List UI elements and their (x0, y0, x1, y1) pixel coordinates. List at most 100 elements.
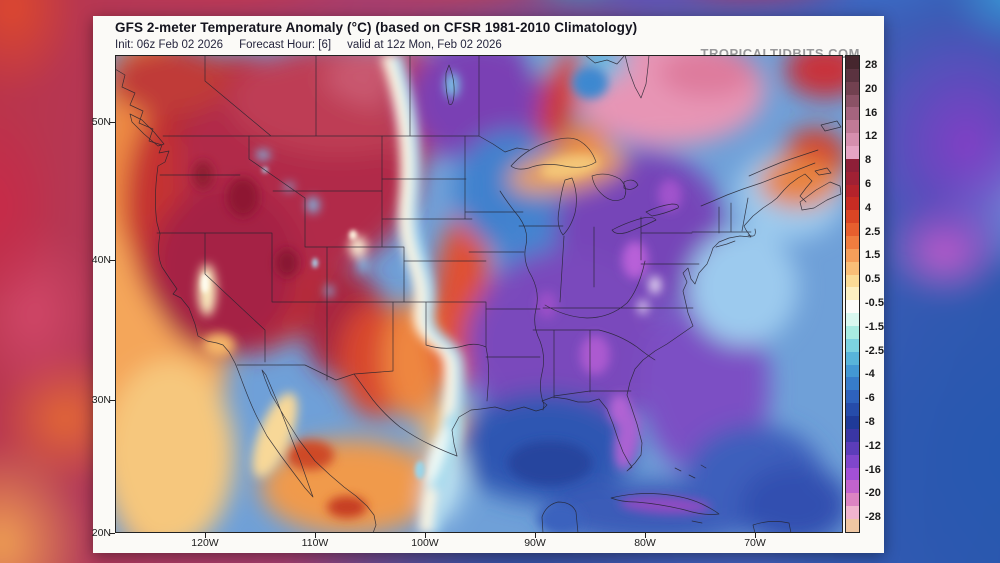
colorbar-segment (846, 480, 859, 494)
colorbar-tick--16: -16 (865, 463, 881, 476)
valid-time: valid at 12z Mon, Feb 02 2026 (347, 39, 502, 51)
colorbar-segment (846, 158, 859, 172)
great-lakes (510, 137, 679, 236)
colorbar-tick-4: 4 (865, 201, 872, 214)
map-frame (115, 55, 843, 533)
colorbar-segment (846, 197, 859, 211)
james-bay (584, 55, 650, 99)
colorbar-segment (846, 94, 859, 108)
lon-label-100W: 100W (411, 537, 439, 549)
colorbar-tick--8: -8 (865, 416, 875, 428)
colorbar-segment (846, 506, 859, 519)
lat-label-30N: 30N (91, 394, 111, 406)
colorbar-segment (846, 326, 859, 339)
colorbar-tick-8: 8 (865, 154, 872, 167)
colorbar-tick--12: -12 (865, 439, 881, 452)
colorbar-segment (846, 171, 859, 185)
colorbar-segment (846, 454, 859, 468)
colorbar-segment (846, 120, 859, 134)
colorbar-segment (846, 81, 859, 95)
colorbar-tick-1.5: 1.5 (865, 249, 881, 262)
anomaly-field-detail (193, 55, 711, 533)
colorbar-segment (846, 223, 859, 237)
colorbar-segment (846, 184, 859, 198)
colorbar-tick-20: 20 (865, 82, 878, 95)
colorbar-segment (846, 261, 859, 275)
colorbar-segment (846, 403, 859, 417)
colorbar-tick-12: 12 (865, 130, 878, 143)
colorbar-segment (846, 364, 859, 378)
geo-outlines (115, 55, 842, 533)
lat-label-50N: 50N (91, 116, 111, 128)
anomaly-map: 28 20 16 12 8 6 4 2.5 1.5 0.5 -0.5 -1.5 -2.5 -4 -6 -8 -1… (92, 55, 884, 549)
colorbar-tick-labels: 28 20 16 12 8 6 4 2.5 1.5 0.5 -0.5 -1.5 -2.5 -4 -6 -8 -1… (865, 55, 901, 533)
west-coast-outline (115, 68, 377, 533)
anomaly-field-base (115, 55, 843, 533)
colorbar-segment (846, 146, 859, 159)
colorbar-tick--2.5: -2.5 (865, 344, 884, 357)
colorbar-segment (846, 441, 859, 455)
temperature-colorbar (845, 55, 860, 533)
colorbar-segment (846, 236, 859, 249)
lon-tick (755, 533, 756, 538)
colorbar-segment (846, 467, 859, 481)
forecast-graphic-panel: GFS 2-meter Temperature Anomaly (°C) (ba… (92, 16, 884, 553)
colorbar-segment (846, 377, 859, 391)
init-time: Init: 06z Feb 02 2026 (115, 39, 224, 51)
lat-tick (110, 400, 115, 401)
colorbar-segment (846, 274, 859, 288)
colorbar-tick--4: -4 (865, 368, 875, 381)
colorbar-segment (846, 248, 859, 262)
lon-tick (425, 533, 426, 538)
colorbar-segment (846, 56, 859, 69)
colorbar-tick-2.5: 2.5 (865, 225, 881, 238)
caribbean-islands (541, 464, 792, 533)
colorbar-segment (846, 133, 859, 147)
colorbar-segment (846, 300, 859, 314)
colorbar-segment (846, 390, 859, 404)
colorbar-tick--6: -6 (865, 392, 875, 405)
colorbar-tick--28: -28 (865, 511, 881, 524)
gulf-east-coast-outline (451, 173, 813, 472)
colorbar-segment (846, 107, 859, 121)
state-borders-plains (381, 135, 541, 358)
colorbar-tick--20: -20 (865, 487, 881, 500)
lake-winnipeg (445, 64, 455, 105)
anomaly-map-canvas (115, 55, 843, 533)
state-borders-west (156, 135, 490, 457)
colorbar-tick-16: 16 (865, 106, 878, 119)
lon-label-110W: 110W (301, 537, 329, 549)
lon-label-90W: 90W (524, 537, 546, 549)
colorbar-segment (846, 518, 859, 532)
lon-label-80W: 80W (634, 537, 656, 549)
colorbar-tick-6: 6 (865, 178, 872, 190)
mississippi-river (499, 190, 545, 411)
lon-tick (315, 533, 316, 538)
lon-label-120W: 120W (191, 537, 219, 549)
colorbar-tick-28: 28 (865, 59, 878, 71)
colorbar-segment (846, 416, 859, 429)
colorbar-tick-0.5: 0.5 (865, 273, 881, 286)
canada-borders (162, 55, 530, 153)
lon-tick (645, 533, 646, 538)
colorbar-segment (846, 428, 859, 442)
lon-tick (535, 533, 536, 538)
chart-title: GFS 2-meter Temperature Anomaly (°C) (ba… (115, 20, 638, 35)
lon-tick (205, 533, 206, 538)
colorbar-tick--0.5: -0.5 (865, 297, 884, 309)
colorbar-segment (846, 338, 859, 352)
lat-tick (110, 122, 115, 123)
lat-label-20N: 20N (91, 527, 111, 539)
run-info-line: Init: 06z Feb 02 2026 Forecast Hour: [6] v… (115, 39, 518, 51)
lat-label-40N: 40N (91, 254, 111, 266)
colorbar-segment (846, 313, 859, 327)
vancouver-island (129, 113, 165, 147)
lat-tick (110, 260, 115, 261)
lat-tick (110, 533, 115, 534)
forecast-hour: Forecast Hour: [6] (239, 39, 332, 51)
colorbar-segment (846, 287, 859, 301)
colorbar-segment (846, 68, 859, 82)
lon-label-70W: 70W (744, 537, 766, 549)
colorbar-tick--1.5: -1.5 (865, 320, 884, 333)
